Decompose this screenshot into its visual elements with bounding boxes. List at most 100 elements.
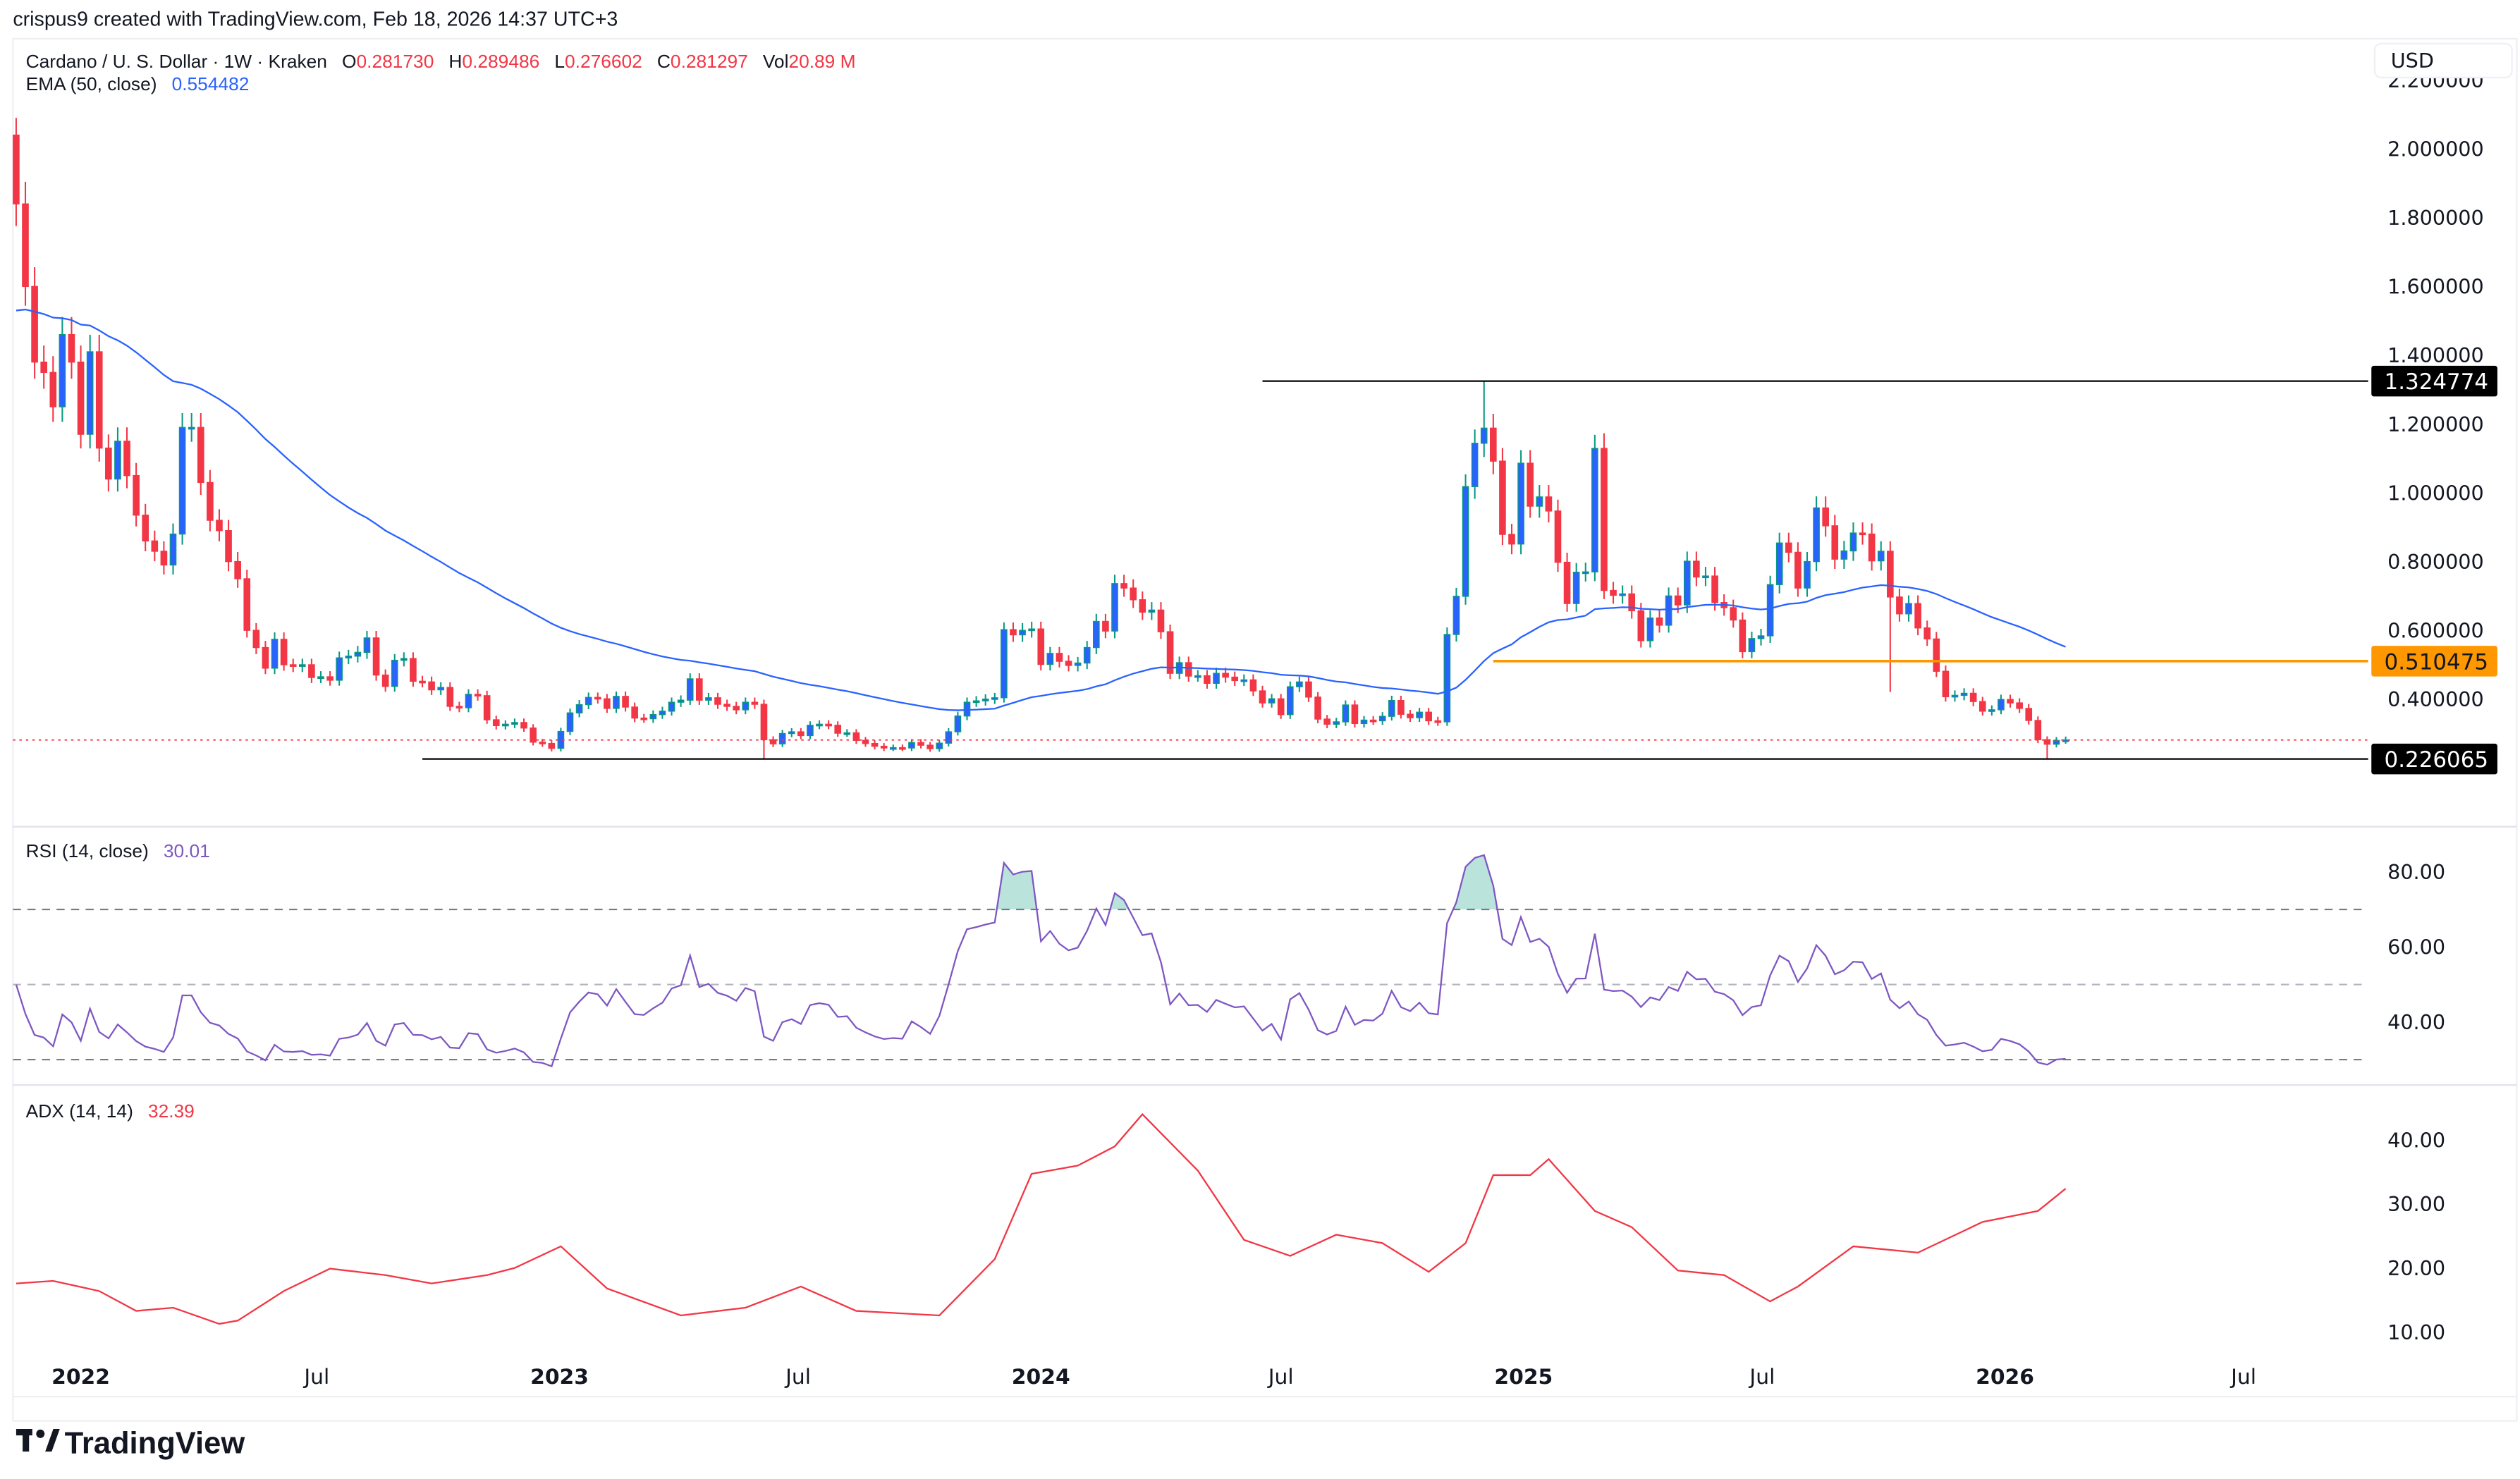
candle-body xyxy=(862,740,869,744)
candle xyxy=(1139,591,1146,620)
symbol-legend[interactable]: Cardano / U. S. Dollar · 1W · Kraken O0.… xyxy=(26,51,856,72)
candle-body xyxy=(289,664,297,667)
candle-body xyxy=(585,696,592,706)
candle-body xyxy=(1794,551,1802,589)
adx-tick-label: 10.00 xyxy=(2387,1320,2445,1344)
candle xyxy=(1130,579,1137,608)
currency-button[interactable] xyxy=(2373,42,2513,79)
candle xyxy=(95,334,103,462)
candle-body xyxy=(1046,653,1054,665)
candle xyxy=(1656,610,1663,633)
rsi-legend[interactable]: RSI (14, close) 30.01 xyxy=(26,840,210,861)
candle-body xyxy=(1185,662,1192,677)
candle xyxy=(604,694,611,713)
candle xyxy=(1545,485,1553,523)
time-axis[interactable]: 2022 Jul 2023 Jul 2024 Jul 2025 Jul 2026 Jul xyxy=(51,1365,2256,1389)
adx-legend[interactable]: ADX (14, 14) 32.39 xyxy=(26,1100,195,1122)
candle-body xyxy=(188,426,195,430)
candle xyxy=(455,701,463,713)
candle-body xyxy=(742,701,750,711)
candle xyxy=(216,509,223,541)
candle-body xyxy=(880,745,888,749)
candle xyxy=(1102,613,1109,639)
chart-frame xyxy=(12,37,2518,1422)
candle xyxy=(391,653,398,692)
candle-body xyxy=(972,700,980,704)
candle-body xyxy=(455,706,463,708)
brand-name: TradingView xyxy=(65,1426,245,1460)
candle xyxy=(381,669,389,692)
candle-body xyxy=(1194,675,1201,678)
candle xyxy=(1046,646,1054,671)
candle xyxy=(114,427,121,492)
candle-body xyxy=(1831,525,1839,560)
candle-body xyxy=(363,637,371,653)
candle xyxy=(105,434,112,492)
candle xyxy=(1877,541,1885,571)
candle xyxy=(326,671,334,686)
candle-body xyxy=(1923,627,1931,640)
candle-body xyxy=(354,651,362,657)
candle-body xyxy=(852,732,860,741)
candle xyxy=(908,739,915,751)
candle-body xyxy=(1563,561,1571,604)
candle xyxy=(2007,694,2014,708)
candle xyxy=(936,740,943,752)
price-tick-label: 1.000000 xyxy=(2387,481,2484,505)
price-tick-label: 2.000000 xyxy=(2387,137,2484,161)
candle-body xyxy=(1905,603,1912,615)
candle xyxy=(613,691,620,713)
candle xyxy=(695,673,703,705)
candle-body xyxy=(1674,595,1682,606)
candle xyxy=(2034,716,2042,744)
tradingview-logo[interactable]: TradingView xyxy=(16,1426,245,1460)
price-tick-label: 1.400000 xyxy=(2387,343,2484,367)
candle xyxy=(760,699,768,759)
candle xyxy=(1378,712,1386,725)
candle-body xyxy=(22,203,29,288)
candle xyxy=(2016,698,2023,713)
candle xyxy=(437,682,445,695)
candle xyxy=(1840,541,1848,569)
candle-body xyxy=(114,441,121,480)
candle xyxy=(252,622,260,654)
candle-body xyxy=(1804,560,1811,589)
candle xyxy=(705,692,712,705)
time-tick-label: Jul xyxy=(2230,1365,2256,1389)
candle-body xyxy=(1610,589,1617,596)
candle xyxy=(981,694,989,706)
horizontal-lines[interactable]: 1.324774 0.510475 0.226065 xyxy=(13,365,2497,775)
price-level-badge xyxy=(2371,365,2497,397)
candle xyxy=(1010,622,1017,642)
candle xyxy=(825,720,832,730)
adx-tick-label: 30.00 xyxy=(2387,1192,2445,1216)
candle-body xyxy=(926,744,934,749)
candle xyxy=(1554,499,1562,572)
high-label: H xyxy=(448,51,462,72)
candle-body xyxy=(1471,443,1479,487)
price-tick-label: 0.600000 xyxy=(2387,618,2484,642)
price-level-badge-text: 0.510475 xyxy=(2385,649,2488,675)
candle-body xyxy=(243,578,251,631)
candle-body xyxy=(807,725,814,737)
candle xyxy=(1342,700,1350,726)
candle xyxy=(1619,585,1626,604)
candle-body xyxy=(1425,711,1432,722)
candle-body xyxy=(1407,713,1414,718)
candle xyxy=(1978,696,1986,716)
candle xyxy=(410,652,417,687)
candle-body xyxy=(622,696,629,708)
ema-legend[interactable]: EMA (50, close) 0.554482 xyxy=(26,73,250,94)
candle-body xyxy=(1333,721,1340,725)
candle-body xyxy=(1204,675,1211,684)
candle-body xyxy=(1619,593,1626,596)
time-tick-label: 2024 xyxy=(1012,1365,1070,1389)
candle-body xyxy=(2025,708,2033,721)
candle xyxy=(86,334,94,449)
candle-body xyxy=(474,694,482,696)
candle-body xyxy=(252,630,260,649)
candle xyxy=(530,724,537,746)
candle-body xyxy=(1683,560,1691,606)
candle-body xyxy=(502,723,509,727)
